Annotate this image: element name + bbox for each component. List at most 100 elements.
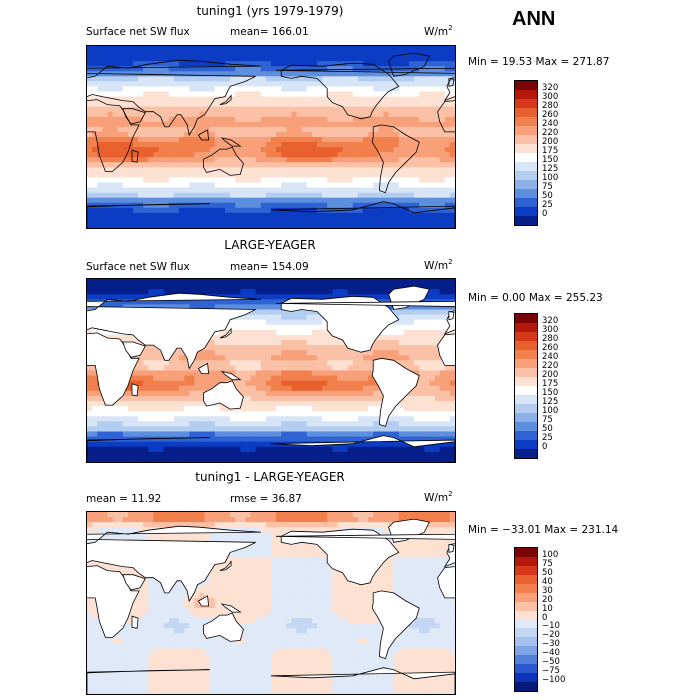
field-cell [317, 355, 323, 361]
field-cell [209, 416, 216, 422]
field-cell [271, 111, 277, 118]
field-cell [306, 177, 313, 184]
field-cell [235, 192, 241, 199]
field-cell [352, 279, 359, 285]
field-cell [271, 137, 277, 143]
field-cell [363, 71, 369, 77]
field-cell [102, 162, 109, 168]
field-cell [311, 121, 318, 128]
field-cell [204, 51, 211, 57]
field-cell [127, 187, 134, 194]
field-cell [179, 279, 185, 285]
field-cell [235, 91, 241, 98]
field-cell [322, 222, 328, 228]
field-cell [317, 370, 323, 377]
field-cell [148, 279, 155, 285]
field-cell [357, 370, 364, 377]
field-cell [291, 375, 298, 382]
field-cell [383, 350, 390, 356]
field-cell [409, 106, 415, 113]
field-cell [122, 76, 129, 82]
field-cell [255, 441, 262, 448]
field-cell [383, 441, 390, 448]
field-cell [153, 304, 160, 311]
field-cell [204, 217, 211, 224]
field-cell [449, 101, 455, 108]
field-cell [296, 91, 303, 98]
field-cell [409, 355, 415, 361]
field-cell [424, 187, 431, 194]
field-cell [311, 360, 318, 367]
field-cell [322, 212, 328, 219]
field-cell [240, 279, 247, 285]
field-cell [311, 46, 318, 52]
field-cell [306, 137, 313, 143]
field-cell [322, 324, 328, 331]
field-cell [148, 360, 155, 367]
field-cell [357, 395, 364, 402]
field-cell [225, 212, 231, 219]
field-cell [102, 426, 109, 433]
field-cell [317, 192, 323, 199]
field-cell [230, 304, 236, 311]
field-cell [225, 137, 231, 143]
field-cell [342, 355, 349, 361]
field-cell [286, 324, 293, 331]
field-cell [388, 207, 395, 214]
field-cell [373, 441, 379, 448]
field-cell [158, 431, 165, 438]
field-cell [332, 91, 339, 98]
field-cell [378, 350, 385, 356]
field-cell [357, 51, 364, 57]
field-cell [383, 96, 390, 103]
field-cell [225, 324, 231, 331]
field-cell [245, 411, 252, 417]
field-cell [209, 137, 216, 143]
field-cell [112, 126, 119, 133]
field-cell [173, 370, 180, 377]
field-cell [194, 370, 201, 377]
field-cell [424, 61, 431, 67]
field-cell [368, 192, 374, 199]
field-cell [357, 86, 364, 93]
field-cell [168, 91, 175, 98]
field-cell [388, 416, 395, 422]
field-cell [255, 411, 262, 417]
field-cell [271, 365, 277, 372]
field-cell [327, 217, 333, 224]
field-cell [107, 116, 114, 123]
field-cell [240, 390, 247, 397]
field-cell [204, 96, 211, 103]
field-cell [235, 182, 241, 189]
field-cell [306, 355, 313, 361]
field-cell [127, 86, 134, 93]
field-cell [189, 421, 195, 428]
field-cell [332, 162, 339, 168]
field-cell [138, 385, 144, 392]
field-cell [378, 197, 385, 204]
field-cell [373, 177, 379, 184]
field-cell [276, 390, 282, 397]
field-cell [276, 116, 282, 123]
field-cell [419, 375, 425, 382]
field-cell [250, 96, 257, 103]
field-cell [317, 431, 323, 438]
field-cell [250, 66, 257, 72]
field-cell [240, 61, 247, 67]
field-cell [230, 324, 236, 331]
field-cell [102, 299, 109, 306]
field-cell [347, 91, 354, 98]
field-cell [414, 345, 420, 351]
field-cell [414, 131, 420, 138]
field-cell [173, 350, 180, 356]
field-cell [122, 416, 129, 422]
field-cell [153, 385, 160, 392]
field-cell [260, 441, 267, 448]
field-cell [230, 279, 236, 285]
field-cell [357, 137, 364, 143]
field-cell [393, 426, 400, 433]
field-cell [419, 380, 425, 387]
field-cell [179, 436, 185, 443]
field-cell [189, 441, 195, 448]
field-cell [363, 182, 369, 189]
